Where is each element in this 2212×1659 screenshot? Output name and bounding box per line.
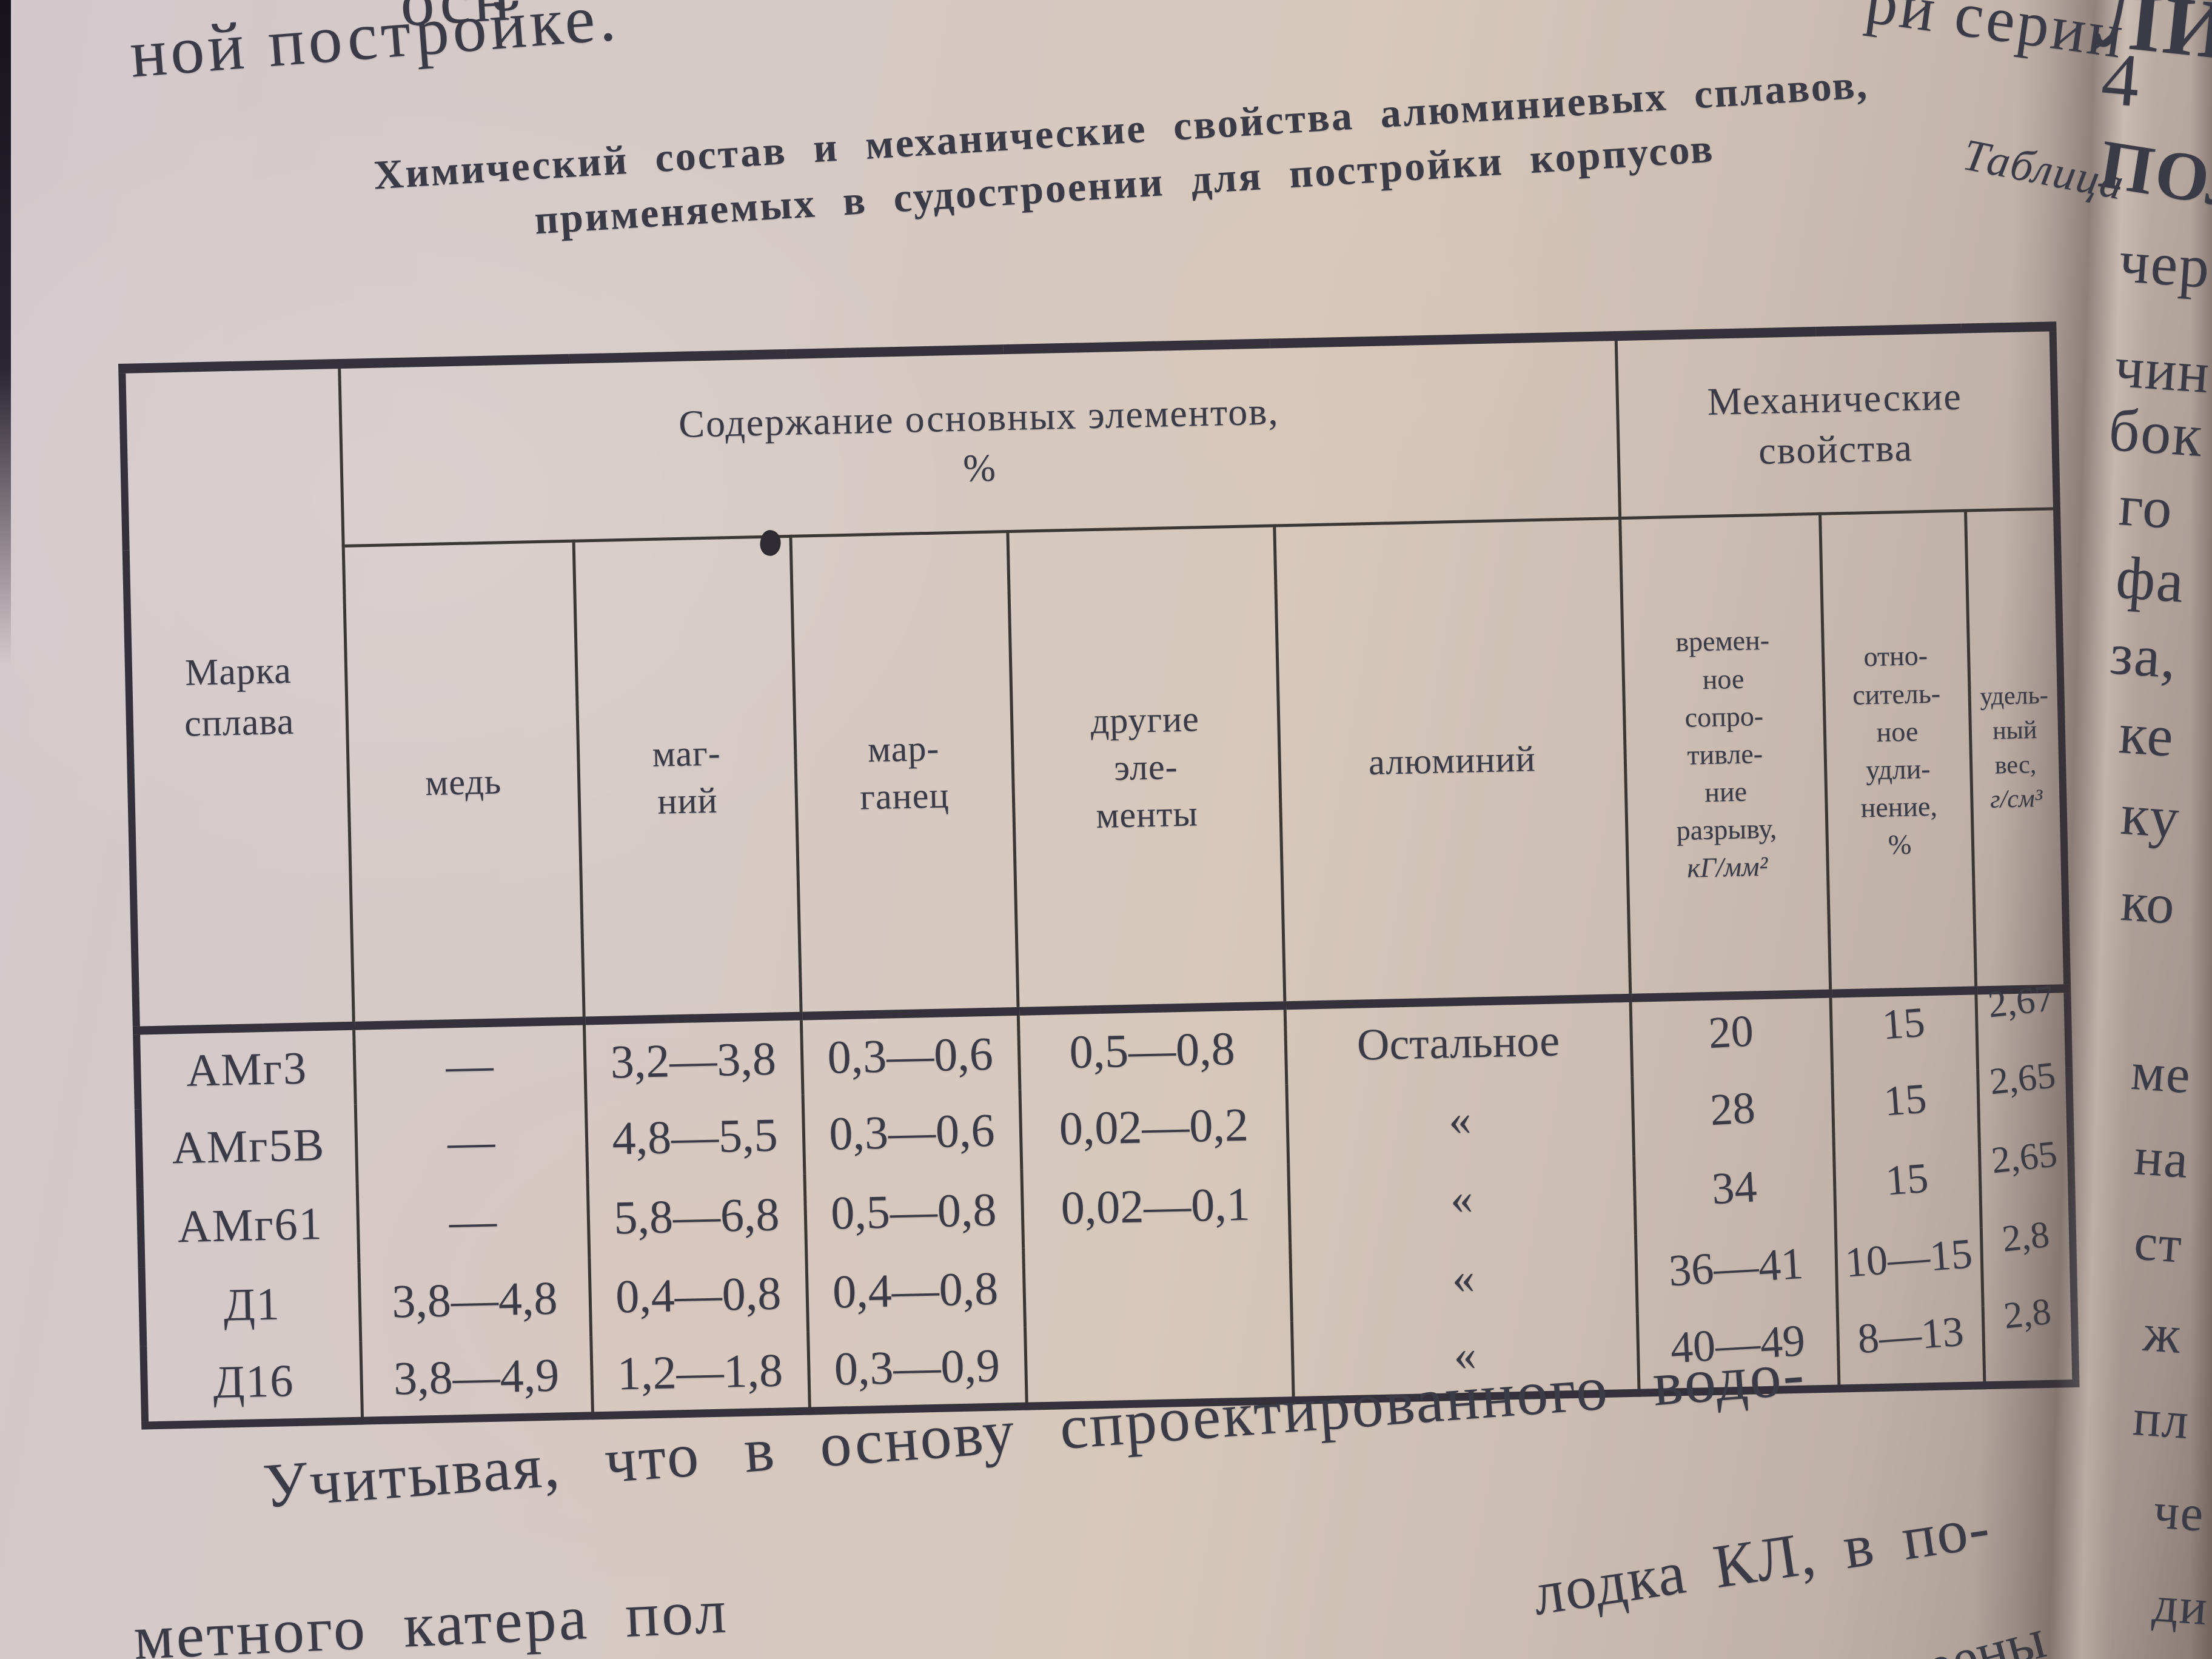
cell-other: 0,02—0,1	[1021, 1163, 1290, 1248]
header-tensile-strength: времен- ное сопро- тивле- ние разрыву, кГ…	[1620, 513, 1831, 998]
header-manganese: мар- ганец	[790, 531, 1018, 1016]
cell-aluminum: «	[1286, 1077, 1634, 1164]
cell-copper: 3,8—4,8	[358, 1258, 591, 1342]
cell-grade: АМг5В	[138, 1105, 357, 1189]
paragraph-line2-mid-fragment: вая	[1379, 1632, 1469, 1659]
fold-fragment: фа	[2114, 543, 2187, 615]
header-group-mechanical: Механические свойства	[1615, 326, 2057, 518]
fold-fragment: пл	[2131, 1387, 2192, 1450]
fold-fragment: бок	[2106, 395, 2206, 470]
header-copper: медь	[343, 540, 584, 1026]
cell-elongation: 10—15	[1835, 1227, 1983, 1310]
cell-other: 0,5—0,8	[1017, 1005, 1287, 1091]
cell-strength: 28	[1632, 1072, 1834, 1156]
cell-aluminum: Остальное	[1284, 997, 1632, 1085]
cell-strength: 34	[1634, 1151, 1835, 1235]
cell-magnesium: 3,2—3,8	[583, 1016, 803, 1100]
fold-fragment: за,	[2108, 621, 2180, 691]
photo-left-edge-shadow	[0, 0, 11, 667]
header-tensile-strength-text: времен- ное сопро- тивле- ние разрыву,	[1675, 625, 1777, 846]
header-alloy-grade: Марка сплава	[122, 364, 354, 1031]
fold-fragment: ст	[2132, 1212, 2185, 1274]
cell-other: 0,02—0,2	[1019, 1084, 1289, 1170]
cell-elongation: 15	[1834, 1148, 1981, 1231]
cell-manganese: 0,3—0,6	[802, 1090, 1022, 1175]
cell-copper: —	[353, 1021, 586, 1105]
fold-fragment: чер	[2117, 227, 2212, 301]
edge-fragment-four: 4 л	[2098, 36, 2212, 133]
header-elongation: отно- ситель- ное удли- нение, %	[1820, 510, 1976, 994]
table-title: Химический состав и механические свойств…	[187, 45, 2058, 269]
fold-fragment: ди	[2150, 1575, 2210, 1637]
header-magnesium: маг- ний	[573, 535, 801, 1021]
cell-other	[1023, 1242, 1292, 1327]
fold-fragment: го	[2117, 472, 2176, 541]
cell-copper: —	[355, 1099, 588, 1184]
fold-fragment: ж	[2141, 1303, 2184, 1366]
cell-elongation: 15	[1832, 1069, 1980, 1152]
fold-fragment: ме	[2129, 1042, 2194, 1105]
header-aluminum: алюминий	[1274, 518, 1631, 1006]
cell-aluminum: «	[1288, 1156, 1635, 1243]
header-other-elements: другие эле- менты	[1007, 525, 1285, 1011]
header-tensile-strength-unit: кГ/мм²	[1686, 850, 1768, 883]
cell-manganese: 0,3—0,6	[800, 1011, 1020, 1095]
cell-manganese: 0,5—0,8	[804, 1169, 1024, 1253]
cell-grade: АМг3	[136, 1025, 355, 1110]
fold-fragment: ко	[2119, 870, 2178, 936]
cell-magnesium: 0,4—0,8	[589, 1253, 808, 1337]
cell-magnesium: 4,8—5,5	[585, 1094, 805, 1179]
cell-elongation: 15	[1830, 990, 1978, 1073]
previous-paragraph-end: ной постройке.	[127, 0, 622, 92]
cell-strength: 36—41	[1635, 1230, 1837, 1314]
cell-elongation: 8—13	[1837, 1306, 1985, 1389]
cell-copper: —	[357, 1179, 589, 1263]
alloy-properties-table: Марка сплава Содержание основных элемент…	[118, 321, 2080, 1430]
cell-grade: АМг61	[139, 1184, 359, 1268]
cell-aluminum: «	[1290, 1235, 1637, 1322]
fold-fragment: ке	[2117, 700, 2177, 769]
fold-fragment: че	[2151, 1483, 2207, 1543]
cell-grade: Д16	[143, 1341, 363, 1426]
cell-manganese: 0,4—0,8	[806, 1248, 1025, 1332]
paragraph-line2-left: метного катера пол	[132, 1576, 730, 1659]
cell-strength: 20	[1630, 993, 1832, 1078]
cell-magnesium: 1,2—1,8	[591, 1332, 809, 1416]
cell-magnesium: 5,8—6,8	[587, 1174, 806, 1258]
fold-fragment: ку	[2119, 781, 2182, 851]
header-group-elements: Содержание основных элементов, %	[339, 336, 1620, 546]
fold-fragment: на	[2132, 1127, 2191, 1190]
next-page-edge-shadow	[2190, 0, 2212, 1659]
paragraph-line2-right: лодка КЛ, в по-	[1528, 1492, 1995, 1629]
cell-copper: 3,8—4,9	[360, 1336, 593, 1421]
cell-grade: Д1	[141, 1262, 361, 1347]
alloys-table-container: Марка сплава Содержание основных элемент…	[118, 321, 2082, 1432]
